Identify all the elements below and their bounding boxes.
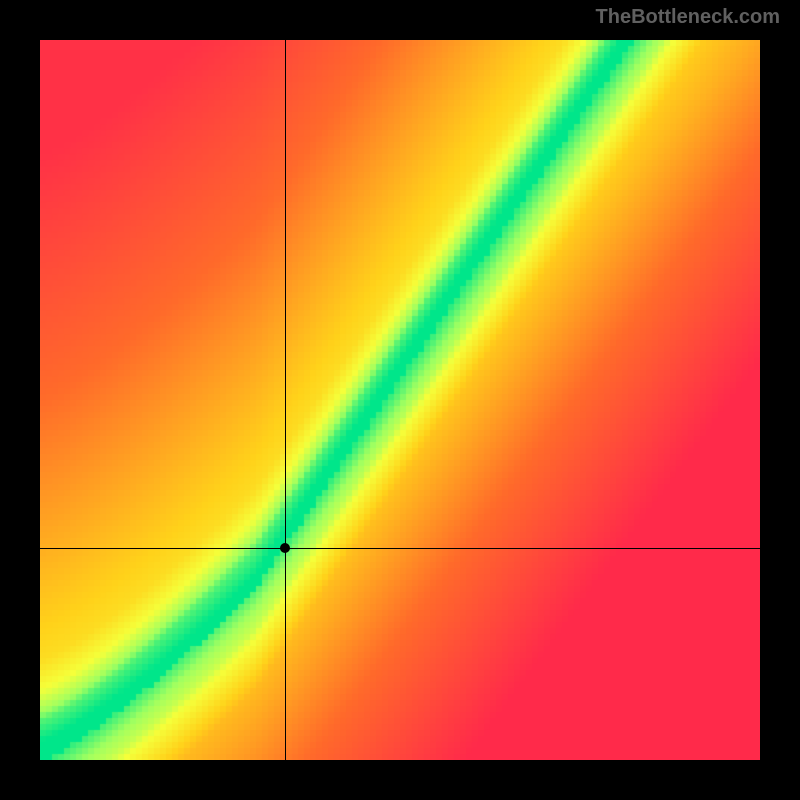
crosshair-horizontal (40, 548, 760, 549)
crosshair-marker (280, 543, 290, 553)
heatmap-canvas (40, 40, 760, 760)
plot-area (40, 40, 760, 760)
crosshair-vertical (285, 40, 286, 760)
watermark-text: TheBottleneck.com (596, 6, 780, 29)
